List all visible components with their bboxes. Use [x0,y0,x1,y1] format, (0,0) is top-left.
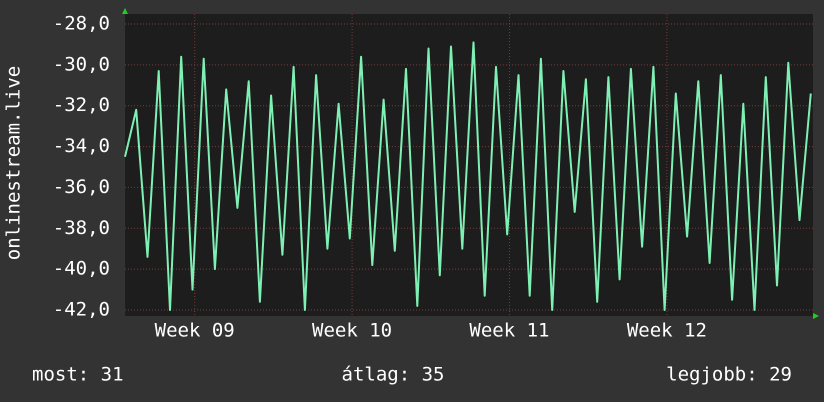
y-axis-label: onlinestream.live [3,66,25,260]
y-tick-label: -38,0 [53,217,110,239]
y-tick-label: -34,0 [53,135,110,157]
plot-area [125,14,813,316]
y-axis-arrow [122,8,128,14]
stat-max: legjobb: 29 [666,364,792,386]
y-tick-label: -32,0 [53,94,110,116]
x-tick-label: Week 10 [312,320,392,342]
y-tick-label: -40,0 [53,258,110,280]
y-tick-label: -36,0 [53,176,110,198]
x-tick-label: Week 11 [469,320,549,342]
data-line [124,41,812,311]
stat-current: most: 31 [32,364,124,386]
y-tick-label: -42,0 [53,299,110,321]
x-tick-label: Week 09 [155,320,235,342]
x-tick-label: Week 12 [627,320,707,342]
x-axis-arrow [813,313,819,319]
y-tick-label: -30,0 [53,53,110,75]
stat-average: átlag: 35 [342,364,445,386]
y-tick-label: -28,0 [53,13,110,35]
